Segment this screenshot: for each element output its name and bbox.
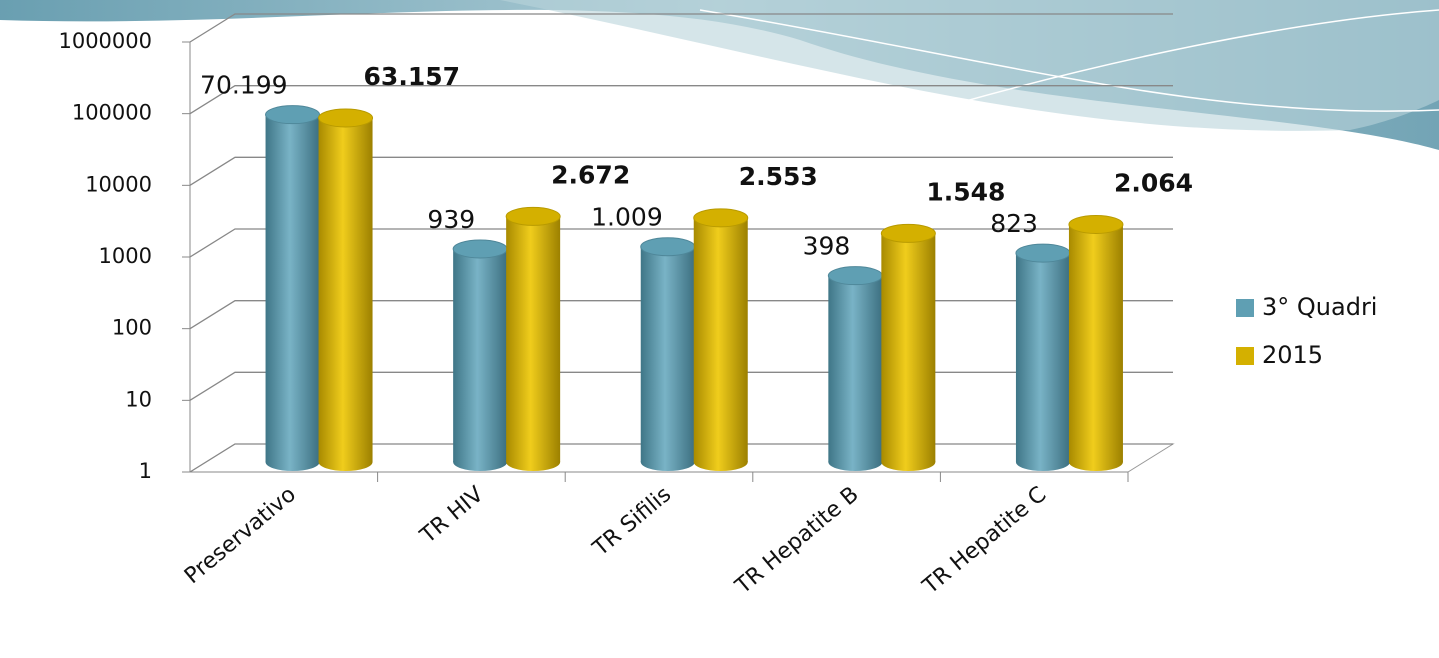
- bar: [452, 239, 508, 471]
- bar-top: [452, 239, 508, 259]
- legend-label: 2015: [1262, 341, 1323, 369]
- bar-body: [881, 233, 936, 462]
- bar-top: [640, 237, 696, 257]
- y-tick-label: 100000: [72, 101, 152, 125]
- grid-line: [189, 85, 1173, 115]
- bar: [1015, 243, 1071, 471]
- value-label: 63.157: [364, 62, 460, 91]
- bar-body: [265, 114, 320, 462]
- value-label: 398: [803, 232, 851, 261]
- bar-top: [827, 266, 883, 286]
- value-label: 2.553: [739, 162, 818, 191]
- y-tick-label: 10: [125, 387, 152, 411]
- bar: [505, 206, 561, 471]
- value-label: 1.548: [926, 177, 1005, 206]
- bar: [827, 266, 883, 471]
- bar: [318, 108, 374, 471]
- value-label: 2.064: [1114, 168, 1193, 197]
- bar-body: [693, 217, 748, 462]
- y-tick-label: 1: [139, 459, 152, 483]
- background-wave: [0, 0, 1439, 150]
- bar: [1068, 214, 1124, 471]
- x-tick-label: TR Hepatite C: [918, 482, 1052, 600]
- legend-swatch: [1236, 299, 1254, 317]
- grid-line: [189, 156, 1173, 186]
- bar-top: [1015, 243, 1071, 263]
- bar: [640, 237, 696, 471]
- bar-body: [828, 275, 883, 462]
- bar: [265, 105, 321, 471]
- grid-line: [189, 13, 1173, 43]
- bar-top: [1068, 214, 1124, 234]
- x-tick-label: Preservativo: [180, 482, 301, 589]
- bar-body: [318, 117, 373, 463]
- x-tick-label: TR HIV: [415, 482, 488, 549]
- legend: 3° Quadri 2015: [1236, 293, 1377, 369]
- value-label: 2.672: [551, 160, 630, 189]
- bar-top: [505, 206, 561, 226]
- y-tick-label: 1000000: [58, 29, 152, 53]
- bar-top: [265, 105, 321, 125]
- legend-label: 3° Quadri: [1262, 293, 1377, 321]
- bar-top: [318, 108, 374, 128]
- legend-swatch: [1236, 347, 1254, 365]
- bar-top: [880, 223, 936, 243]
- bar-body: [640, 246, 695, 462]
- bar-body: [506, 216, 561, 462]
- bar-top: [693, 208, 749, 228]
- bar-body: [1068, 224, 1123, 462]
- value-label: 823: [990, 209, 1038, 238]
- value-label: 939: [427, 205, 475, 234]
- x-tick-label: TR Sifilis: [588, 482, 676, 562]
- grid-line: [189, 228, 1173, 258]
- bar: [693, 208, 749, 471]
- y-tick-label: 1000: [99, 244, 152, 268]
- value-label: 70.199: [200, 71, 287, 100]
- value-label: 1.009: [591, 203, 663, 232]
- y-tick-label: 100: [112, 316, 152, 340]
- bar: [880, 223, 936, 471]
- y-tick-label: 10000: [85, 172, 152, 196]
- x-tick-label: TR Hepatite B: [730, 482, 863, 600]
- bar-body: [1015, 253, 1070, 462]
- bar-body: [453, 248, 508, 462]
